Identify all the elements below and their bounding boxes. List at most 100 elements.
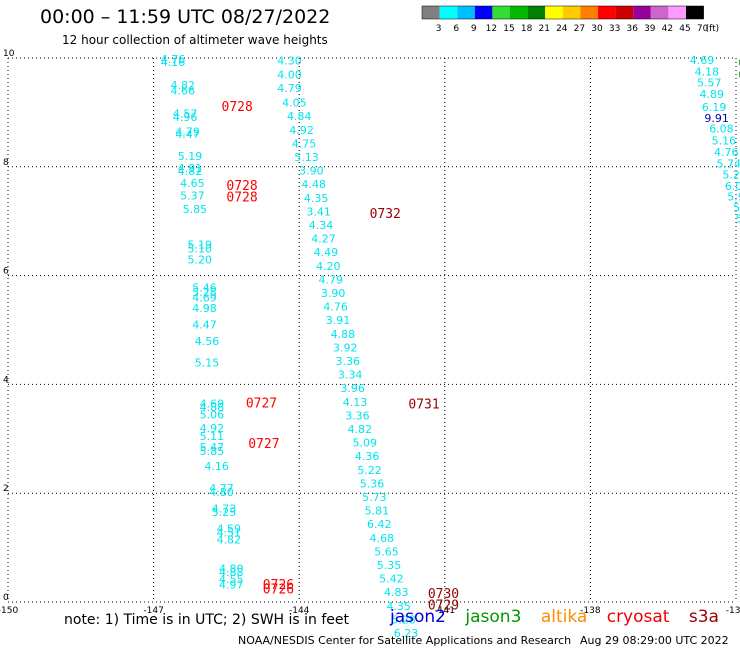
wave-height-point: 4.56	[195, 335, 220, 348]
wave-height-point: 4.97	[219, 579, 244, 592]
color-swatch	[439, 6, 458, 19]
wave-height-point: 5.19	[178, 150, 203, 163]
wave-height-point: 4.30	[277, 55, 302, 68]
wave-height-point: 4.98	[192, 302, 217, 315]
pass-time-label: 0732	[370, 207, 401, 222]
pass-time-label: 0727	[246, 396, 277, 411]
wave-height-point: 4.51	[217, 526, 242, 539]
wave-height-point: 6.0	[725, 180, 740, 193]
y-tick-label: 8	[3, 158, 9, 168]
color-swatch	[686, 6, 704, 19]
wave-height-point: 5.73	[362, 491, 387, 504]
wave-height-point: 4.96	[173, 111, 198, 124]
wave-height-point: 4.59	[217, 523, 242, 536]
mission-legend: jason2 jason3 altika cryosat s3a	[390, 607, 733, 627]
color-swatch	[668, 6, 686, 19]
issued-timestamp: Aug 29 08:29:00 UTC 2022	[580, 634, 729, 647]
color-scale-frame	[421, 5, 704, 20]
wave-height-point: 4.75	[292, 137, 317, 150]
wave-height-point: 5.22	[357, 464, 382, 477]
wave-height-point: 4.79	[318, 273, 343, 286]
wave-height-point: 5.9	[727, 191, 740, 204]
color-scale-tick: 12	[486, 24, 497, 34]
wave-height-point: 4.68	[369, 532, 394, 545]
wave-height-point: 4.79	[175, 125, 200, 138]
y-tick-label: 6	[3, 267, 9, 277]
wave-height-point: 4.36	[355, 450, 380, 463]
x-tick-label: -150	[0, 606, 18, 616]
pass-time-label: 0726	[263, 582, 294, 597]
y-tick-label: 2	[3, 484, 9, 494]
pass-time-label: 075	[738, 56, 740, 71]
footnote: note: 1) Time is in UTC; 2) SWH is in fe…	[64, 612, 350, 628]
color-scale-tick: 36	[626, 24, 638, 34]
pass-time-label: 0728	[226, 179, 257, 194]
wave-height-point: 4.16	[161, 56, 186, 69]
wave-height-point: 4.88	[219, 566, 244, 579]
wave-height-point: 4.34	[309, 219, 334, 232]
wave-height-point: 4.69	[200, 397, 225, 410]
wave-height-point: 5.85	[183, 203, 208, 216]
wave-height-point: 4.82	[217, 533, 242, 546]
color-scale-tick: 21	[538, 24, 549, 34]
pass-time-label: 0728	[226, 191, 257, 206]
wave-height-point: 4.73	[212, 502, 237, 515]
x-tick-label: -147	[143, 606, 163, 616]
wave-height-point: 6.42	[367, 518, 392, 531]
wave-height-point: 3.92	[333, 341, 358, 354]
wave-height-point: 3.90	[321, 287, 346, 300]
color-swatch	[545, 6, 563, 19]
y-tick-label: 4	[3, 375, 9, 385]
wave-height-point: 6.23	[394, 627, 419, 640]
wave-height-point: 4.20	[316, 260, 341, 273]
wave-height-point: 5.46	[192, 282, 217, 295]
wave-height-point: 3.91	[326, 314, 351, 327]
wave-height-point: 3.36	[345, 409, 370, 422]
wave-height-point: 4.92	[200, 422, 225, 435]
wave-height-point: 5.81	[365, 505, 390, 518]
wave-height-point: 5.85	[200, 445, 225, 458]
wave-height-point: 4.16	[204, 460, 229, 473]
color-scale-tick: 18	[521, 24, 533, 34]
pass-time-label: 0731	[408, 397, 439, 412]
color-scale-tick: 15	[503, 24, 514, 34]
wave-height-point: 4.82	[348, 423, 373, 436]
wave-height-point: 4.47	[192, 319, 217, 332]
wave-height-point: 3.36	[335, 355, 360, 368]
mission-jason3: jason3	[465, 607, 522, 627]
wave-height-point: 4.88	[200, 401, 225, 414]
color-swatch	[650, 6, 669, 19]
mission-s3a: s3a	[688, 607, 719, 627]
wave-height-point: 6.08	[709, 123, 734, 136]
color-scale-tick: 3	[436, 24, 442, 34]
color-swatch	[510, 6, 528, 19]
wave-height-point: 5.57	[697, 76, 722, 89]
wave-height-point: 9.91	[704, 112, 729, 125]
wave-height-point: 3.34	[338, 369, 363, 382]
color-scale-tick: 45	[679, 24, 690, 34]
y-tick-label: 10	[3, 49, 15, 59]
x-tick-label: -141	[435, 606, 455, 616]
pass-time-label: 0728	[222, 100, 253, 115]
pass-time-label: 0726	[263, 578, 294, 593]
wave-height-point: 4.82	[170, 79, 195, 92]
wave-height-point: 5.20	[187, 253, 212, 266]
color-scale-tick: 6	[453, 24, 459, 34]
wave-height-point: 4.57	[173, 107, 198, 120]
wave-height-point: 5.11	[200, 430, 225, 443]
wave-height-point: 4.27	[311, 233, 336, 246]
wave-height-point: 5.37	[180, 190, 205, 203]
color-swatch	[474, 6, 493, 19]
wave-height-point: 3.41	[306, 205, 331, 218]
color-scale-tick: 27	[574, 24, 585, 34]
color-scale-tick: 39	[644, 24, 656, 34]
y-tick-label: 0	[3, 593, 9, 603]
wave-height-point: 4.00	[277, 68, 302, 81]
wave-height-point: 5.16	[712, 135, 737, 148]
x-tick-label: -138	[580, 606, 601, 616]
wave-height-point: 5.	[736, 212, 740, 225]
color-scale-tick: 42	[662, 24, 673, 34]
wave-height-point: 4.48	[302, 178, 327, 191]
wave-height-point: 4.79	[277, 82, 302, 95]
